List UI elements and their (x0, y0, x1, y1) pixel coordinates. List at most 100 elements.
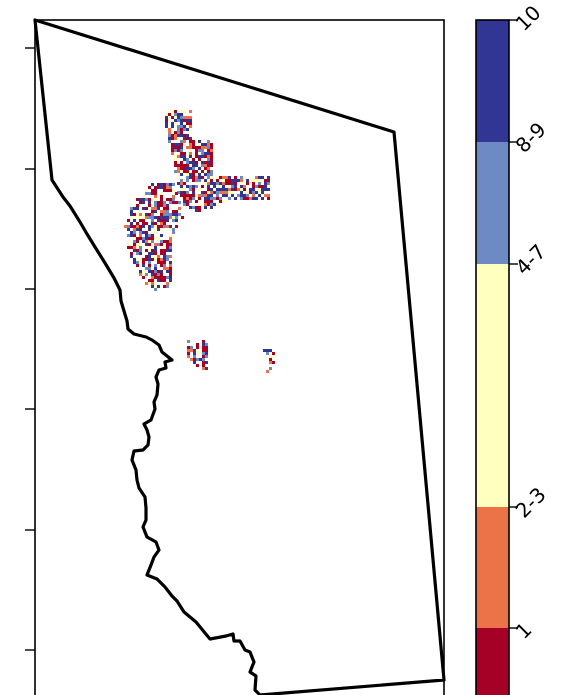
data-pixel (240, 182, 243, 185)
data-pixel (175, 210, 178, 213)
data-pixel (139, 225, 142, 228)
data-pixel (145, 207, 148, 210)
data-pixel (249, 188, 252, 191)
data-pixel (160, 219, 163, 222)
data-pixel (166, 282, 169, 285)
data-pixel (133, 231, 136, 234)
data-pixel (177, 161, 180, 164)
data-pixel (195, 149, 198, 152)
data-pixel (154, 249, 157, 252)
data-pixel (205, 343, 208, 346)
data-pixel (183, 122, 186, 125)
data-pixel (130, 216, 133, 219)
data-pixel (189, 143, 192, 146)
data-pixel (180, 110, 183, 113)
data-pixel (177, 116, 180, 119)
data-pixel (142, 258, 145, 261)
data-pixel (171, 134, 174, 137)
data-pixel (207, 188, 210, 191)
colorbar-label: 2-3 (511, 482, 551, 522)
data-pixel (183, 167, 186, 170)
data-pixel (180, 179, 183, 182)
data-pixel (192, 179, 195, 182)
data-pixel (183, 128, 186, 131)
data-pixel (154, 258, 157, 261)
data-pixel (210, 197, 213, 200)
data-pixel (172, 195, 175, 198)
data-pixel (189, 170, 192, 173)
data-pixel (180, 173, 183, 176)
data-pixel (204, 152, 207, 155)
data-pixel (163, 201, 166, 204)
data-pixel (258, 179, 261, 182)
data-pixel (183, 182, 186, 185)
data-pixel (151, 285, 154, 288)
data-pixel (189, 176, 192, 179)
data-pixel (127, 225, 130, 228)
data-pixel (166, 225, 169, 228)
data-pixel (177, 119, 180, 122)
data-pixel (186, 167, 189, 170)
data-pixel (258, 185, 261, 188)
data-pixel (189, 158, 192, 161)
data-pixel (219, 182, 222, 185)
data-pixel (136, 207, 139, 210)
data-pixel (219, 188, 222, 191)
data-pixel (269, 367, 272, 370)
data-pixel (139, 252, 142, 255)
data-pixel (205, 352, 208, 355)
data-pixel (157, 279, 160, 282)
data-pixel (157, 219, 160, 222)
data-pixel (142, 201, 145, 204)
data-pixel (186, 122, 189, 125)
data-pixel (136, 225, 139, 228)
data-pixel (225, 185, 228, 188)
data-pixel (198, 203, 201, 206)
data-pixel (145, 225, 148, 228)
data-pixel (151, 207, 154, 210)
data-pixel (264, 179, 267, 182)
data-pixel (201, 155, 204, 158)
data-pixel (192, 164, 195, 167)
data-pixel (222, 200, 225, 203)
data-pixel (246, 179, 249, 182)
data-pixel (148, 270, 151, 273)
data-pixel (186, 185, 189, 188)
data-pixel (186, 119, 189, 122)
data-pixel (177, 176, 180, 179)
data-pixel (198, 179, 201, 182)
data-pixel (160, 216, 163, 219)
data-pixel (139, 246, 142, 249)
data-pixel (201, 143, 204, 146)
data-pixel (157, 222, 160, 225)
data-pixel (187, 346, 190, 349)
data-pixel (189, 149, 192, 152)
data-pixel (228, 176, 231, 179)
data-pixel (157, 285, 160, 288)
data-pixel (243, 176, 246, 179)
data-pixel (222, 182, 225, 185)
data-pixel (219, 197, 222, 200)
data-pixel (237, 188, 240, 191)
data-pixel (177, 167, 180, 170)
data-pixel (213, 203, 216, 206)
data-pixel (139, 228, 142, 231)
data-pixel (139, 243, 142, 246)
data-pixel (202, 367, 205, 370)
data-pixel (263, 349, 266, 352)
data-pixel (204, 179, 207, 182)
data-pixel (207, 140, 210, 143)
data-pixel (145, 255, 148, 258)
data-pixel (177, 152, 180, 155)
data-pixel (252, 182, 255, 185)
data-pixel (163, 255, 166, 258)
data-pixel (166, 207, 169, 210)
data-pixel (258, 182, 261, 185)
data-pixel (178, 213, 181, 216)
data-pixel (145, 240, 148, 243)
data-pixel (139, 231, 142, 234)
data-pixel (231, 179, 234, 182)
data-pixel (186, 173, 189, 176)
data-pixel (272, 361, 275, 364)
data-pixel (154, 255, 157, 258)
